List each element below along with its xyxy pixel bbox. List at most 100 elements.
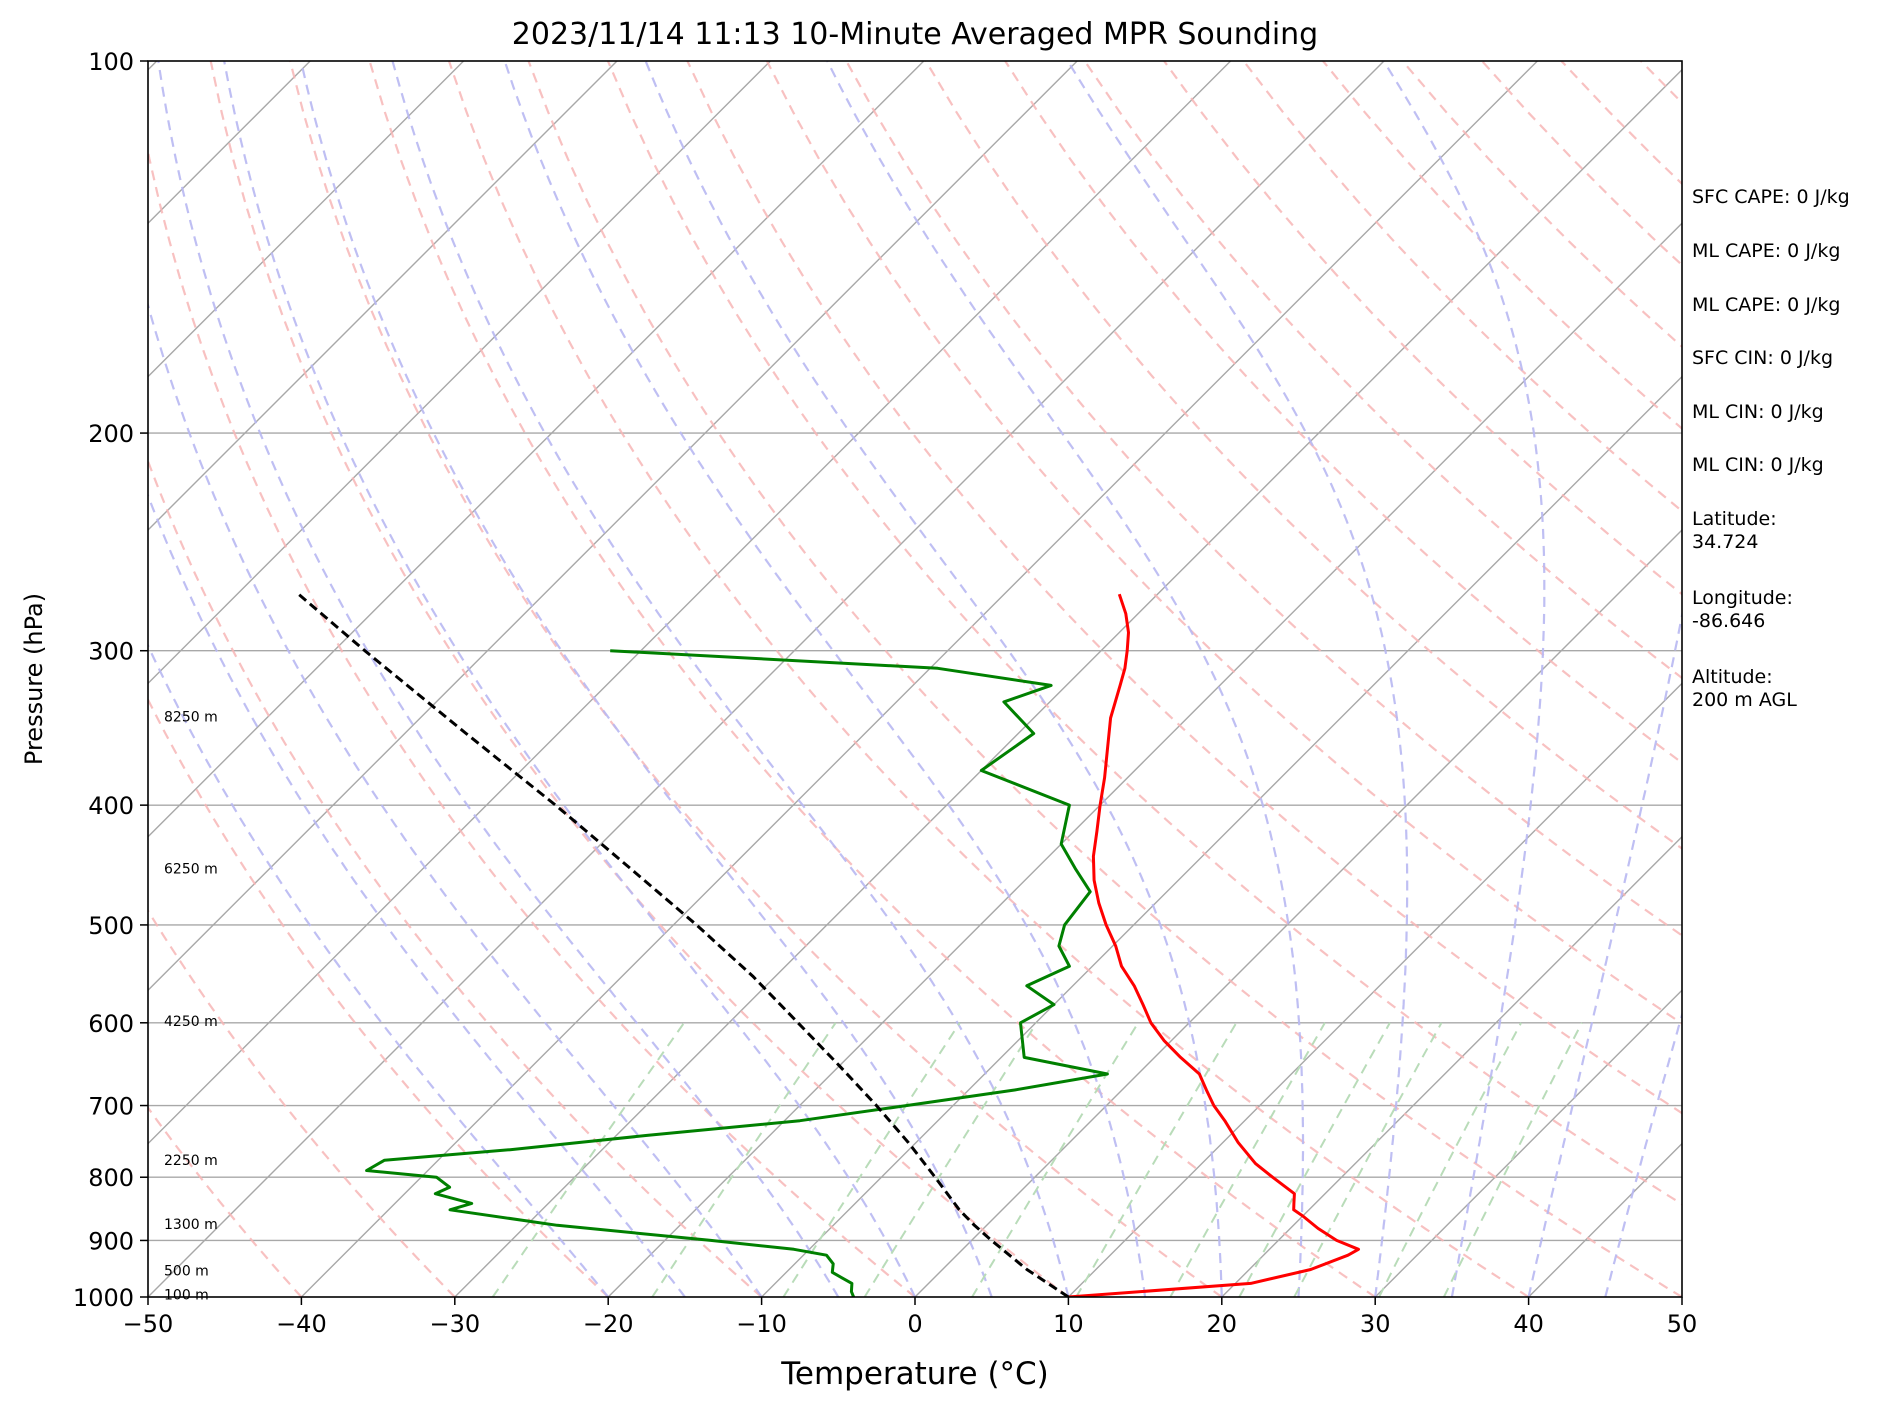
x-tick-label: −50 [123, 1310, 174, 1338]
moist-adiabat-line [391, 61, 1070, 1297]
info-line: SFC CAPE: 0 J/kg [1692, 186, 1850, 208]
longitude-value: -86.646 [1692, 610, 1766, 632]
mixing-ratio-line [971, 1022, 1140, 1297]
dry-adiabat-line [1004, 61, 1682, 765]
moist-adiabat-line [1066, 61, 1409, 1297]
mixing-ratio-line [782, 1022, 961, 1297]
longitude-label: Longitude: [1692, 587, 1793, 609]
info-line: ML CIN: 0 J/kg [1692, 401, 1824, 423]
moist-adiabat-line [148, 301, 763, 1297]
isotherm-line [148, 61, 771, 685]
mixing-ratio-line [1378, 1022, 1522, 1297]
isotherm-line [1067, 682, 1682, 1297]
dry-adiabat-line [148, 458, 763, 1297]
height-label: 500 m [164, 1264, 209, 1280]
plot-frame [147, 60, 1683, 1298]
latitude-value: 34.724 [1692, 531, 1759, 553]
height-label: 6250 m [164, 861, 218, 877]
altitude-value: 200 m AGL [1692, 689, 1797, 711]
moist-adiabat-line [148, 642, 610, 1297]
chart-title: 2023/11/14 11:13 10-Minute Averaged MPR … [512, 17, 1318, 52]
height-label: 4250 m [164, 1014, 218, 1030]
isotherm-line [1835, 61, 1893, 1297]
y-axis-label: Pressure (hPa) [20, 593, 48, 765]
y-tick-label: 100 [88, 48, 134, 76]
moist-adiabat-line [1527, 609, 1682, 1297]
dry-adiabat-line [606, 61, 1682, 1206]
isotherm-line [148, 61, 465, 378]
moist-adiabat-line [299, 61, 993, 1297]
isotherm-line [148, 61, 925, 838]
isotherm-line [148, 61, 1385, 1297]
mixing-ratio-line [651, 1022, 837, 1297]
x-tick-label: 0 [907, 1310, 922, 1338]
moist-adiabat-line [148, 492, 686, 1297]
x-tick-label: 40 [1513, 1310, 1544, 1338]
isotherm-line [148, 61, 1078, 992]
dry-adiabat-line [845, 61, 1682, 937]
mixing-ratio-line [1075, 1022, 1238, 1297]
info-line: ML CAPE: 0 J/kg [1692, 294, 1841, 316]
info-line: ML CAPE: 0 J/kg [1692, 240, 1841, 262]
temperature-profile-line [1068, 593, 1360, 1297]
mixing-ratio-line [1443, 1022, 1583, 1297]
dry-adiabat-line [148, 146, 916, 1297]
y-tick-label: 600 [88, 1010, 134, 1038]
y-tick-label: 300 [88, 638, 134, 666]
dry-adiabat-line [1163, 61, 1682, 596]
dry-adiabat-line [148, 697, 609, 1297]
altitude-info: Altitude: 200 m AGL [1692, 666, 1797, 712]
isotherm-line [454, 68, 1682, 1297]
isotherm-line [1221, 835, 1682, 1297]
x-axis-label: Temperature (°C) [780, 1356, 1049, 1392]
moist-adiabat-line [503, 61, 1147, 1297]
height-label: 8250 m [164, 709, 218, 725]
x-tick-label: 50 [1667, 1310, 1698, 1338]
altitude-label: Altitude: [1692, 666, 1773, 688]
parcel-profile-line [297, 593, 1070, 1297]
mixing-ratio-line [491, 1022, 685, 1297]
dewpoint-profile-line [365, 649, 1109, 1297]
dry-adiabat-line [765, 61, 1682, 1025]
y-tick-label: 800 [88, 1164, 134, 1192]
height-label: 100 m [164, 1287, 209, 1303]
height-label: 2250 m [164, 1153, 218, 1169]
moist-adiabat-line [157, 61, 840, 1297]
moist-adiabat-line [644, 61, 1223, 1297]
y-tick-label: 400 [88, 792, 134, 820]
x-tick-label: −40 [276, 1310, 327, 1338]
moist-adiabat-line [1604, 1011, 1682, 1297]
y-tick-label: 1000 [73, 1284, 134, 1312]
info-line: SFC CIN: 0 J/kg [1692, 347, 1834, 369]
moist-adiabat-line [826, 61, 1305, 1297]
mixing-ratio-line [1293, 1022, 1443, 1297]
y-tick-label: 900 [88, 1227, 134, 1255]
isotherm-line [300, 61, 1538, 1297]
latitude-info: Latitude: 34.724 [1692, 508, 1777, 554]
x-tick-label: 10 [1053, 1310, 1084, 1338]
isotherm-line [0, 61, 3, 1297]
y-tick-label: 700 [88, 1093, 134, 1121]
isotherm-line [148, 61, 618, 531]
isotherm-line [914, 529, 1682, 1297]
info-line: ML CIN: 0 J/kg [1692, 454, 1824, 476]
moist-adiabat-line [1382, 61, 1546, 1297]
x-tick-label: −30 [429, 1310, 480, 1338]
mixing-ratio-line [863, 1022, 1038, 1297]
longitude-info: Longitude: -86.646 [1692, 587, 1793, 633]
y-tick-label: 200 [88, 420, 134, 448]
mixing-ratio-line [1238, 1022, 1391, 1297]
isotherm-line [761, 375, 1682, 1297]
isotherm-line [607, 222, 1682, 1297]
x-tick-label: −20 [583, 1310, 634, 1338]
isotherm-line [148, 61, 1232, 1145]
dry-adiabat-line [686, 61, 1682, 1115]
dry-adiabat-line [527, 61, 1682, 1297]
y-tick-label: 500 [88, 912, 134, 940]
dry-adiabat-line [289, 61, 1223, 1297]
x-tick-label: 20 [1207, 1310, 1238, 1338]
moist-adiabat-line [223, 61, 916, 1297]
x-tick-label: 30 [1360, 1310, 1391, 1338]
